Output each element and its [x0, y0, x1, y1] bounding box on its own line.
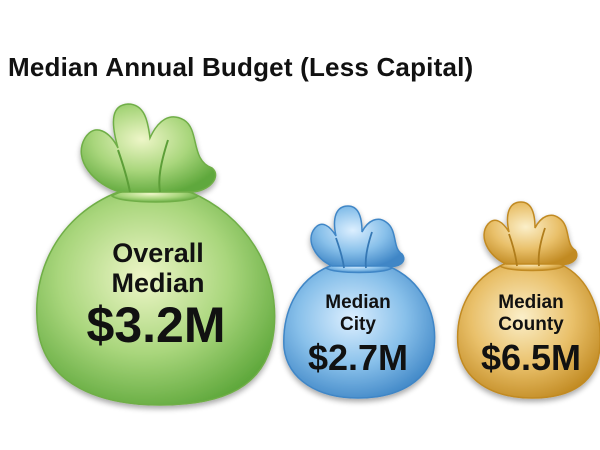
bag-city-body: [283, 265, 436, 399]
city-label-line2: City: [340, 314, 376, 335]
overall-label-line1: Overall: [112, 238, 204, 268]
bag-overall-top: [80, 103, 217, 193]
bag-city-tie: [335, 231, 373, 269]
bag-overall-body: [36, 191, 276, 406]
county-label-line2: County: [498, 314, 564, 335]
city-value: $2.7M: [308, 337, 408, 378]
overall-value: $3.2M: [87, 297, 226, 353]
bag-overall-tie: [117, 139, 169, 193]
county-value: $6.5M: [481, 337, 581, 378]
bag-overall-median: [36, 103, 276, 406]
bag-county-body: [456, 263, 600, 399]
bag-county-top: [483, 201, 578, 266]
city-label-line1: Median: [325, 292, 390, 313]
bag-county-tie: [508, 227, 546, 267]
bag-city-top: [310, 205, 405, 268]
bag-median-county: [456, 201, 600, 399]
bag-median-city: [283, 205, 436, 399]
chart-title: Median Annual Budget (Less Capital): [8, 52, 474, 82]
overall-label-line2: Median: [111, 268, 204, 298]
county-label-line1: Median: [498, 292, 563, 313]
